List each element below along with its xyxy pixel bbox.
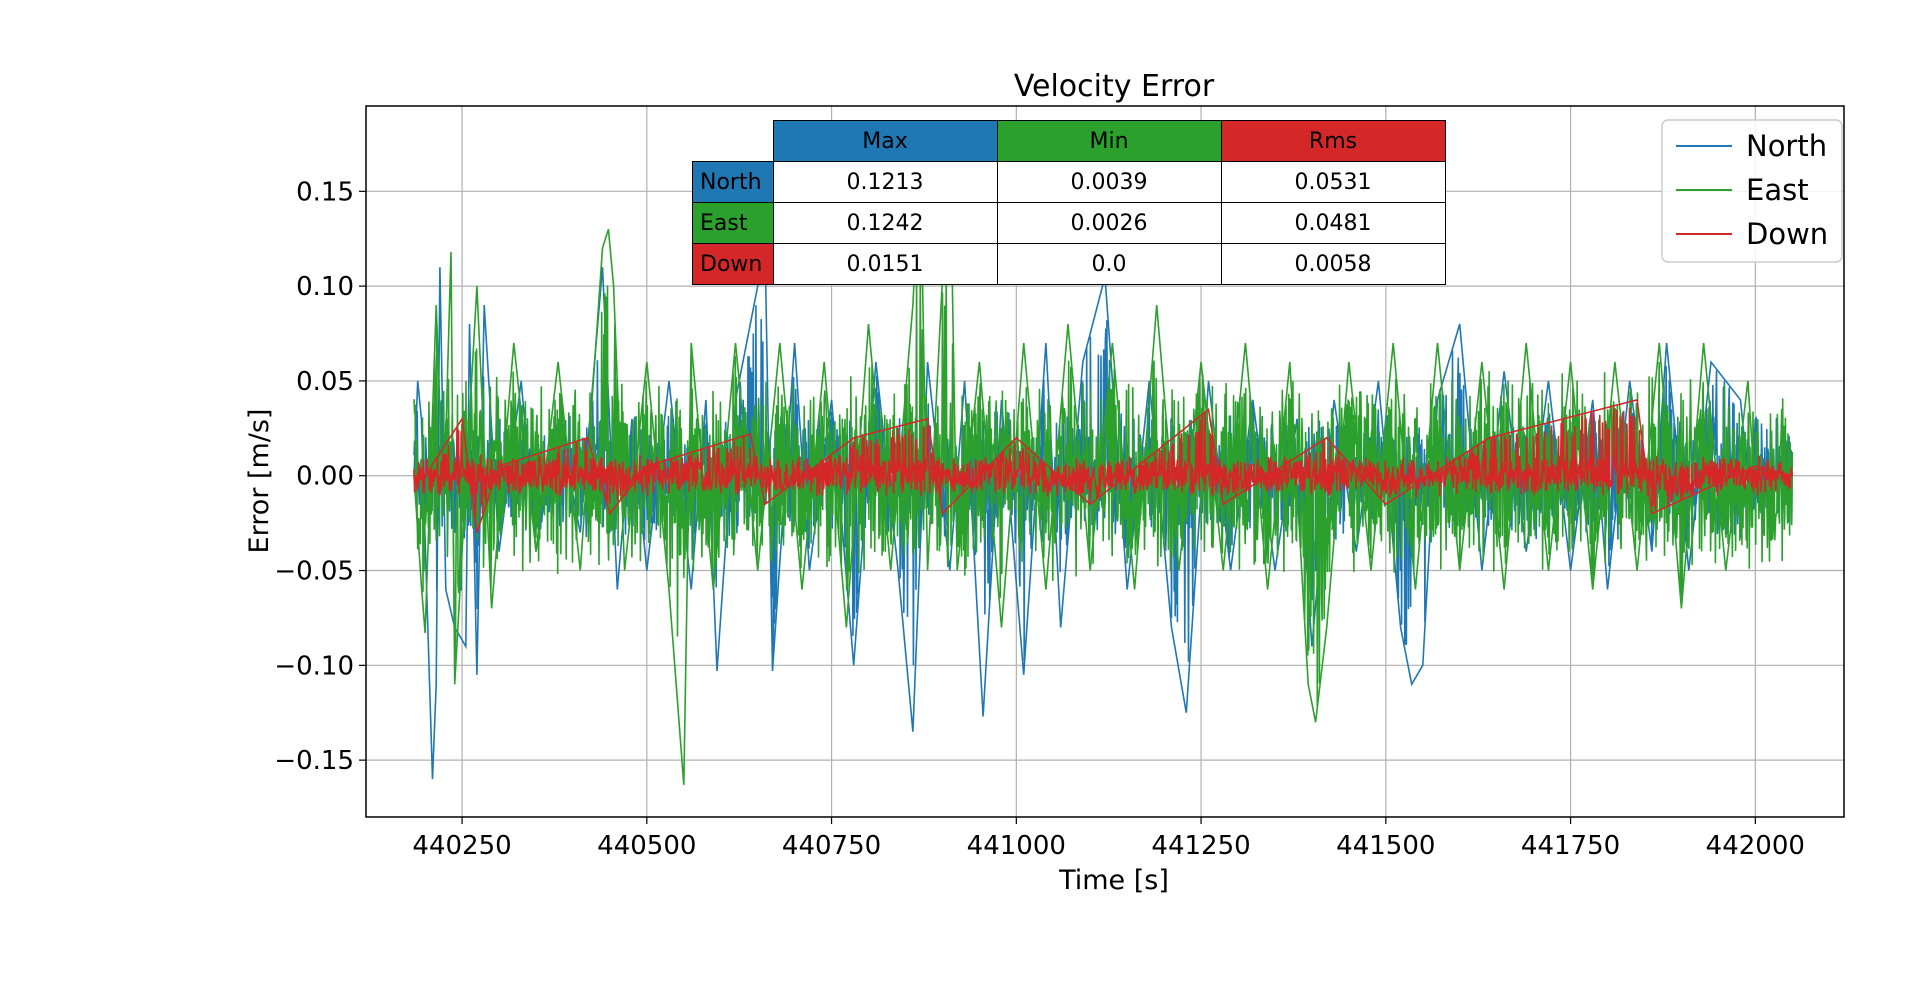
table-row-label-down: Down	[692, 243, 774, 285]
series-line-down	[413, 407, 1794, 518]
table-header-rms: Rms	[1220, 120, 1446, 162]
x-tick-label: 441250	[1151, 831, 1250, 861]
table-cell: 0.1242	[772, 202, 998, 244]
table-cell: 0.0531	[1220, 161, 1446, 203]
x-axis-label: Time [s]	[1058, 865, 1169, 896]
table-cell: 0.0	[996, 243, 1222, 285]
table-row-label-north: North	[692, 161, 774, 203]
table-row: East 0.1242 0.0026 0.0481	[692, 202, 1446, 244]
chart-title: Velocity Error	[1014, 69, 1215, 104]
series-line-east	[413, 248, 1794, 708]
legend-box	[1661, 119, 1843, 263]
table-row: Down 0.0151 0.0 0.0058	[692, 243, 1446, 285]
plot-frame	[365, 105, 1845, 818]
table-cell: 0.0026	[996, 202, 1222, 244]
y-axis: −0.15 −0.10 −0.05 0.00 0.05 0.10 0.15	[274, 177, 366, 776]
x-tick-label: 442000	[1706, 831, 1805, 861]
x-tick-label: 440250	[412, 831, 511, 861]
legend-label-north: North	[1746, 129, 1827, 163]
y-tick-label: 0.05	[296, 367, 354, 397]
x-tick-label: 441750	[1521, 831, 1620, 861]
x-tick-label: 441500	[1336, 831, 1435, 861]
y-tick-label: −0.10	[274, 651, 354, 681]
table-cell: 0.0481	[1220, 202, 1446, 244]
legend-label-east: East	[1746, 173, 1809, 207]
statistics-table: Max Min Rms North 0.1213 0.0039 0.0531 E…	[692, 120, 1446, 285]
table-header-max: Max	[772, 120, 998, 162]
y-tick-label: 0.00	[296, 462, 354, 492]
table-cell: 0.0039	[996, 161, 1222, 203]
table-cell: 0.0058	[1220, 243, 1446, 285]
legend-label-down: Down	[1746, 217, 1828, 251]
y-axis-label: Error [m/s]	[244, 409, 275, 554]
x-axis: 440250 440500 440750 441000 441250 441500 4417…	[412, 817, 1805, 861]
x-tick-label: 441000	[967, 831, 1066, 861]
y-tick-label: −0.15	[274, 746, 354, 776]
table-header-min: Min	[996, 120, 1222, 162]
table-row-label-east: East	[692, 202, 774, 244]
x-tick-label: 440500	[597, 831, 696, 861]
y-tick-label: −0.05	[274, 557, 354, 587]
table-row: North 0.1213 0.0039 0.0531	[692, 161, 1446, 203]
table-cell: 0.0151	[772, 243, 998, 285]
x-tick-label: 440750	[782, 831, 881, 861]
table-cell: 0.1213	[772, 161, 998, 203]
plot-area	[413, 134, 1794, 785]
legend: North East Down	[1661, 119, 1843, 263]
table-corner	[693, 121, 774, 162]
y-tick-label: 0.15	[296, 177, 354, 207]
y-tick-label: 0.10	[296, 272, 354, 302]
series-spikes-down	[413, 398, 1793, 533]
